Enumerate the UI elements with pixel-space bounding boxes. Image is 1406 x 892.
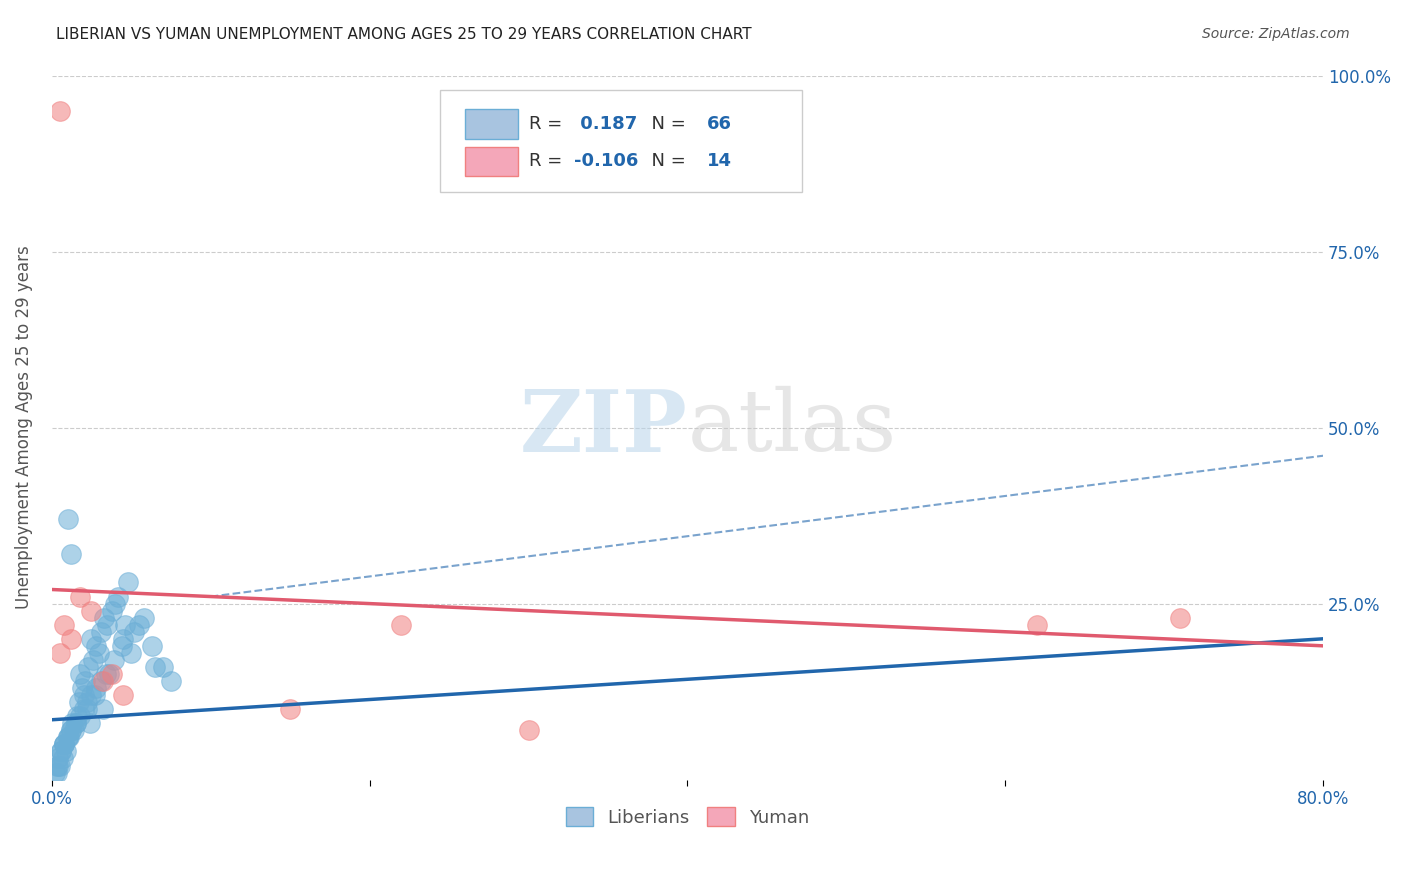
Text: LIBERIAN VS YUMAN UNEMPLOYMENT AMONG AGES 25 TO 29 YEARS CORRELATION CHART: LIBERIAN VS YUMAN UNEMPLOYMENT AMONG AGE… <box>56 27 752 42</box>
Point <box>101 667 124 681</box>
Point <box>77 660 100 674</box>
Text: -0.106: -0.106 <box>574 153 638 170</box>
Point <box>94 667 117 681</box>
Point <box>79 716 101 731</box>
Point <box>80 632 103 646</box>
Point <box>91 673 114 688</box>
Point <box>97 667 120 681</box>
Point <box>117 575 139 590</box>
Point <box>90 673 112 688</box>
Point <box>80 604 103 618</box>
Point <box>72 702 94 716</box>
Text: N =: N = <box>640 153 692 170</box>
Point <box>69 590 91 604</box>
Point <box>51 744 73 758</box>
Point <box>141 639 163 653</box>
Point <box>66 709 89 723</box>
Point <box>63 723 86 738</box>
Text: 14: 14 <box>707 153 731 170</box>
Text: R =: R = <box>529 153 568 170</box>
Point <box>112 632 135 646</box>
Point <box>76 702 98 716</box>
Point <box>58 731 80 745</box>
Point <box>53 738 76 752</box>
Point <box>59 723 82 738</box>
Point <box>278 702 301 716</box>
Point <box>152 660 174 674</box>
Point <box>160 673 183 688</box>
Point <box>93 610 115 624</box>
Point <box>84 639 107 653</box>
Point <box>107 590 129 604</box>
Point <box>48 646 70 660</box>
Point <box>84 681 107 695</box>
Text: 66: 66 <box>707 115 731 133</box>
Point <box>90 624 112 639</box>
Point <box>65 716 87 731</box>
Point <box>114 617 136 632</box>
Point <box>45 765 67 780</box>
Point <box>82 653 104 667</box>
Point <box>53 738 76 752</box>
Point <box>96 617 118 632</box>
Point <box>389 617 412 632</box>
Point <box>132 610 155 624</box>
Point <box>83 688 105 702</box>
FancyBboxPatch shape <box>465 110 519 139</box>
Point <box>62 716 84 731</box>
Point <box>72 688 94 702</box>
Text: Source: ZipAtlas.com: Source: ZipAtlas.com <box>1202 27 1350 41</box>
Point <box>75 673 97 688</box>
Point <box>59 632 82 646</box>
Point <box>101 604 124 618</box>
Point <box>46 758 69 772</box>
Point <box>45 758 67 772</box>
Point <box>53 617 76 632</box>
Point <box>69 709 91 723</box>
Y-axis label: Unemployment Among Ages 25 to 29 years: Unemployment Among Ages 25 to 29 years <box>15 245 32 609</box>
Point <box>56 731 79 745</box>
Point <box>1026 617 1049 632</box>
Point <box>143 660 166 674</box>
Point <box>51 744 73 758</box>
Text: R =: R = <box>529 115 568 133</box>
Point <box>80 688 103 702</box>
Text: atlas: atlas <box>688 386 897 469</box>
Point <box>120 646 142 660</box>
Point <box>112 688 135 702</box>
Point <box>53 738 76 752</box>
Point <box>103 653 125 667</box>
Text: 0.187: 0.187 <box>574 115 637 133</box>
Point <box>128 617 150 632</box>
Text: ZIP: ZIP <box>520 385 688 469</box>
Point <box>46 751 69 765</box>
Point <box>59 547 82 561</box>
Point <box>48 103 70 118</box>
Point <box>56 512 79 526</box>
Point <box>89 646 111 660</box>
Point <box>91 702 114 716</box>
Point <box>70 681 93 695</box>
Point <box>1168 610 1191 624</box>
FancyBboxPatch shape <box>465 146 519 177</box>
Point <box>124 624 146 639</box>
Point <box>111 639 134 653</box>
Point <box>104 597 127 611</box>
Point <box>67 695 90 709</box>
Point <box>69 667 91 681</box>
Point <box>48 758 70 772</box>
Point <box>56 731 79 745</box>
Point <box>52 751 75 765</box>
Point <box>517 723 540 738</box>
Point <box>59 723 82 738</box>
FancyBboxPatch shape <box>440 89 801 192</box>
Text: N =: N = <box>640 115 692 133</box>
Point <box>65 716 87 731</box>
Point <box>76 695 98 709</box>
Point <box>44 765 66 780</box>
Legend: Liberians, Yuman: Liberians, Yuman <box>558 800 817 834</box>
Point <box>55 744 77 758</box>
